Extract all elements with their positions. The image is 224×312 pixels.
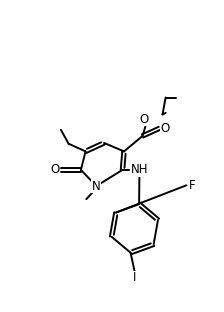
Text: O: O bbox=[50, 163, 59, 176]
Text: O: O bbox=[160, 122, 170, 135]
Text: N: N bbox=[92, 179, 101, 193]
Text: O: O bbox=[139, 113, 149, 125]
Text: NH: NH bbox=[131, 163, 148, 176]
Text: F: F bbox=[189, 179, 196, 192]
Text: I: I bbox=[133, 271, 136, 284]
